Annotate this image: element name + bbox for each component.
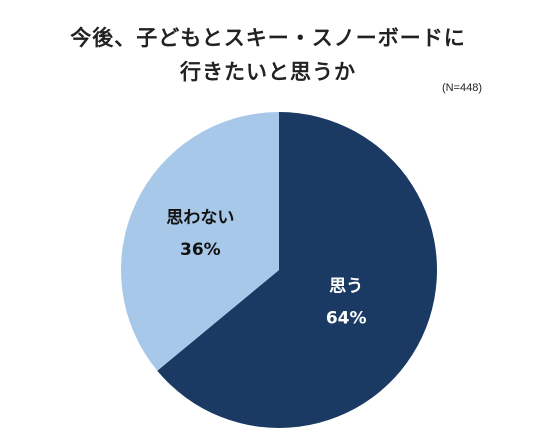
slice-value-yes: 64% xyxy=(326,309,367,329)
sample-size-label: (N=448) xyxy=(441,82,482,94)
pie-slice-yes xyxy=(157,112,437,428)
chart-title-line-2: 行きたいと思うか xyxy=(180,60,356,84)
pie-slice-no xyxy=(120,112,280,371)
slice-value-no: 36% xyxy=(180,240,221,260)
chart-title-line-1: 今後、子どもとスキー・スノーボードに xyxy=(70,26,466,50)
slice-label-yes: 思う xyxy=(329,277,363,297)
slice-label-no: 思わない xyxy=(166,208,234,228)
